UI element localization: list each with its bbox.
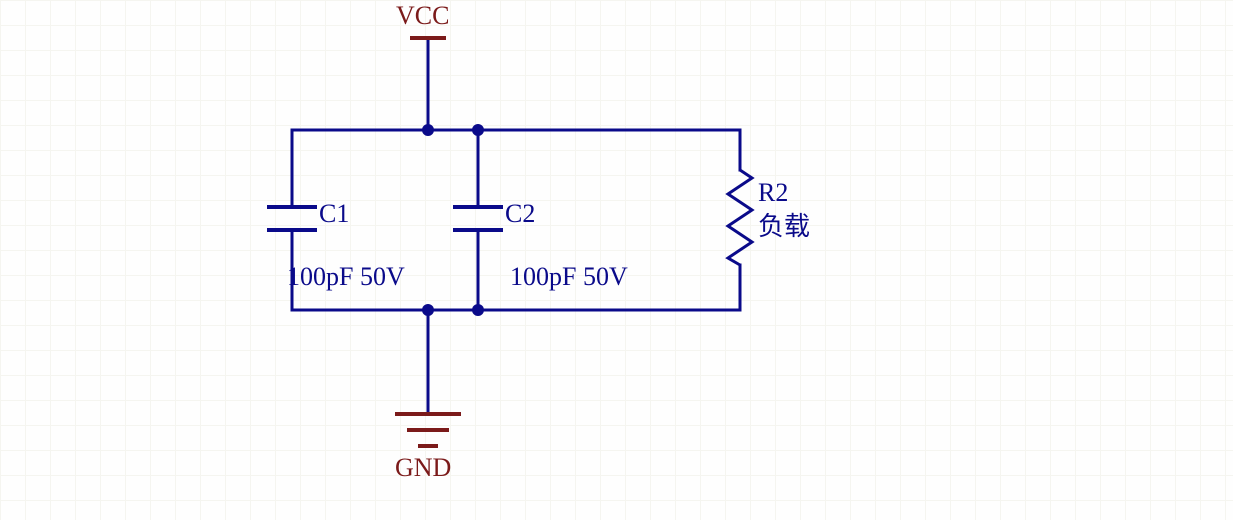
- vcc-label: VCC: [396, 1, 449, 31]
- junction-c1-bot: [422, 304, 434, 316]
- junction-c2-top: [472, 124, 484, 136]
- gnd-label: GND: [395, 453, 451, 483]
- gnd-symbol: [395, 414, 461, 446]
- capacitor-c1: [267, 207, 317, 230]
- r2-zigzag: [728, 170, 752, 265]
- schematic-canvas: [0, 0, 1233, 520]
- junctions: [422, 124, 484, 316]
- r2-comment: 负载: [758, 206, 810, 243]
- resistor-r2: [728, 170, 752, 265]
- r2-refdes: R2: [758, 178, 788, 208]
- c2-refdes: C2: [505, 199, 535, 229]
- c2-value: 100pF 50V: [510, 262, 628, 292]
- c1-value: 100pF 50V: [287, 262, 405, 292]
- junction-c2-bot: [472, 304, 484, 316]
- capacitor-c2: [453, 207, 503, 230]
- c1-refdes: C1: [319, 199, 349, 229]
- junction-vcc: [422, 124, 434, 136]
